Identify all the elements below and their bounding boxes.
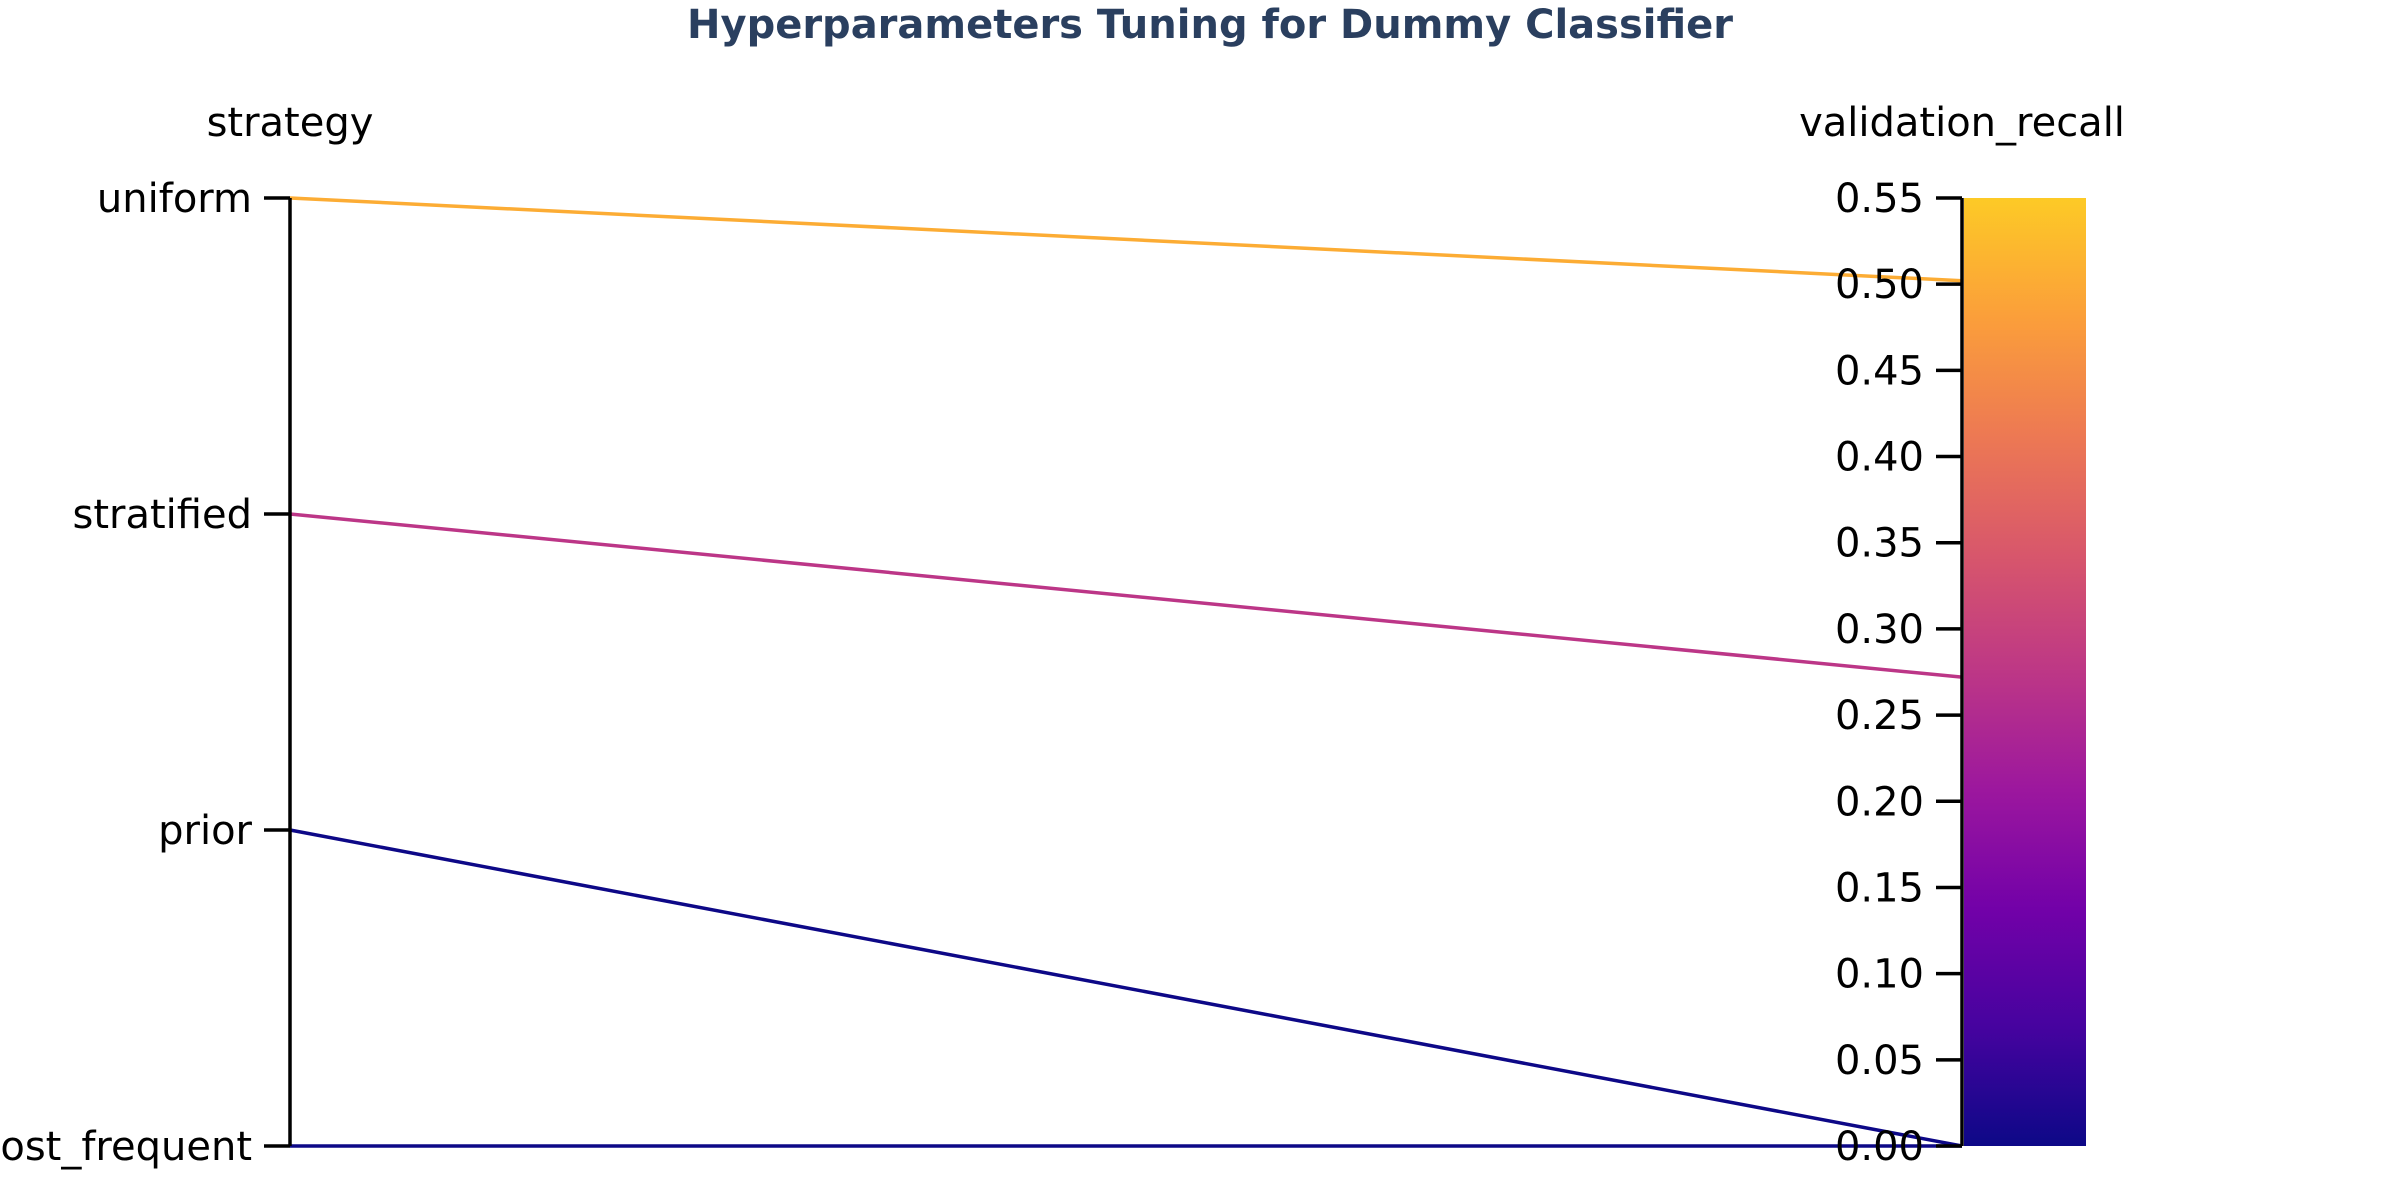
series-line-stratified	[289, 512, 1963, 679]
recall-tick-label: 0.25	[1835, 693, 1924, 739]
recall-tick-label: 0.50	[1835, 262, 1924, 308]
chart-title: Hyperparameters Tuning for Dummy Classif…	[687, 2, 1733, 48]
recall-tick-label: 0.35	[1835, 521, 1924, 567]
strategy-tick-label: uniform	[97, 176, 252, 222]
series-line-uniform	[289, 196, 1963, 283]
recall-tick-label: 0.30	[1835, 607, 1924, 653]
series-lines	[289, 196, 1963, 1148]
strategy-axis-title: strategy	[207, 100, 374, 146]
strategy-tick-label: prior	[158, 808, 252, 854]
validation-recall-axis-title: validation_recall	[1799, 100, 2125, 146]
recall-tick-label: 0.05	[1835, 1038, 1924, 1084]
strategy-axis[interactable]: strategy uniform stratified prior most_freq…	[0, 100, 373, 1170]
strategy-tick-label: stratified	[73, 492, 252, 538]
recall-tick-label: 0.55	[1835, 176, 1924, 222]
recall-tick-label: 0.40	[1835, 435, 1924, 481]
colorbar	[1964, 198, 2086, 1146]
recall-tick-label: 0.10	[1835, 952, 1924, 998]
recall-tick-label: 0.45	[1835, 348, 1924, 394]
recall-tick-label: 0.20	[1835, 779, 1924, 825]
validation-recall-axis[interactable]: validation_recall 0.55 0.50 0.45 0.40 0.35 0.…	[1799, 100, 2125, 1170]
series-line-prior	[289, 828, 1963, 1148]
recall-tick-label: 0.00	[1835, 1124, 1924, 1170]
strategy-tick-label: most_frequent	[0, 1124, 252, 1170]
recall-tick-label: 0.15	[1835, 865, 1924, 911]
